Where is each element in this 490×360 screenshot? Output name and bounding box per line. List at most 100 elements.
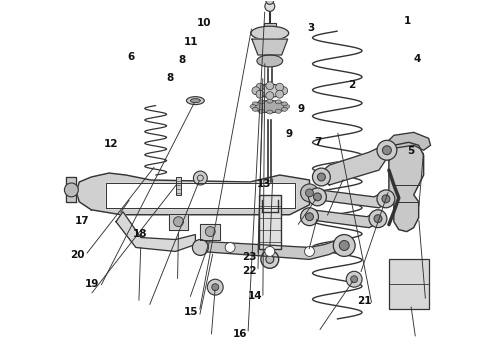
Polygon shape: [106, 183, 294, 208]
Ellipse shape: [253, 84, 287, 97]
Circle shape: [212, 284, 219, 291]
Circle shape: [306, 213, 314, 221]
Polygon shape: [384, 132, 431, 150]
Circle shape: [313, 168, 330, 186]
FancyBboxPatch shape: [264, 23, 276, 29]
Circle shape: [256, 83, 264, 91]
Polygon shape: [66, 177, 76, 202]
Circle shape: [318, 173, 325, 181]
Text: 23: 23: [243, 252, 257, 262]
Text: 12: 12: [104, 139, 119, 149]
Text: 11: 11: [184, 37, 199, 48]
Circle shape: [266, 82, 274, 90]
Text: 1: 1: [404, 16, 412, 26]
Ellipse shape: [250, 105, 256, 109]
Ellipse shape: [258, 100, 264, 104]
Ellipse shape: [257, 55, 283, 67]
Circle shape: [339, 240, 349, 251]
Circle shape: [276, 90, 284, 98]
Ellipse shape: [252, 100, 288, 113]
Circle shape: [261, 251, 279, 268]
FancyBboxPatch shape: [389, 260, 429, 309]
Circle shape: [266, 92, 274, 100]
Circle shape: [225, 243, 235, 252]
Circle shape: [333, 235, 355, 256]
Polygon shape: [116, 212, 196, 251]
Circle shape: [265, 247, 275, 256]
Ellipse shape: [267, 99, 273, 103]
Text: 10: 10: [196, 18, 211, 28]
Text: 21: 21: [357, 296, 371, 306]
Ellipse shape: [267, 110, 273, 114]
Ellipse shape: [187, 96, 204, 105]
Text: 9: 9: [297, 104, 304, 113]
Ellipse shape: [252, 102, 258, 106]
Polygon shape: [200, 224, 220, 239]
Polygon shape: [389, 142, 424, 231]
Circle shape: [377, 140, 397, 160]
Text: 8: 8: [178, 55, 185, 65]
Ellipse shape: [275, 100, 281, 104]
Circle shape: [300, 208, 318, 226]
Text: 4: 4: [414, 54, 421, 64]
Polygon shape: [200, 239, 344, 260]
Text: 3: 3: [307, 23, 314, 33]
Circle shape: [374, 215, 382, 223]
Circle shape: [252, 87, 260, 95]
Circle shape: [346, 271, 362, 287]
Polygon shape: [252, 39, 288, 55]
Circle shape: [306, 189, 314, 197]
Polygon shape: [318, 190, 389, 208]
Text: 14: 14: [247, 291, 262, 301]
Circle shape: [194, 171, 207, 185]
Ellipse shape: [281, 102, 288, 106]
Ellipse shape: [191, 99, 200, 103]
Circle shape: [64, 183, 78, 197]
Circle shape: [266, 255, 274, 264]
Text: 17: 17: [75, 216, 90, 226]
Text: 2: 2: [348, 80, 356, 90]
Ellipse shape: [284, 105, 290, 109]
Circle shape: [314, 193, 321, 201]
Circle shape: [265, 1, 275, 11]
Circle shape: [193, 239, 208, 255]
Text: 13: 13: [257, 179, 271, 189]
Polygon shape: [169, 214, 189, 230]
Text: 19: 19: [85, 279, 99, 289]
Text: 6: 6: [127, 52, 134, 62]
Ellipse shape: [281, 107, 288, 111]
Ellipse shape: [251, 26, 289, 40]
Ellipse shape: [275, 109, 281, 113]
Text: 20: 20: [70, 250, 84, 260]
Circle shape: [256, 90, 264, 98]
Ellipse shape: [252, 107, 258, 111]
Text: 16: 16: [233, 329, 247, 339]
Circle shape: [280, 87, 288, 95]
Polygon shape: [318, 145, 389, 185]
Circle shape: [309, 188, 326, 206]
FancyBboxPatch shape: [175, 177, 181, 195]
Text: 15: 15: [184, 307, 199, 317]
Circle shape: [266, 0, 274, 4]
Circle shape: [276, 83, 284, 91]
Ellipse shape: [258, 109, 264, 113]
Polygon shape: [76, 173, 310, 215]
Text: 8: 8: [166, 73, 173, 83]
Polygon shape: [310, 210, 381, 228]
Circle shape: [369, 210, 387, 228]
Circle shape: [377, 190, 395, 208]
Circle shape: [382, 146, 392, 155]
Circle shape: [173, 217, 183, 227]
Circle shape: [207, 279, 223, 295]
Circle shape: [382, 195, 390, 203]
Circle shape: [300, 184, 318, 202]
FancyBboxPatch shape: [259, 195, 281, 249]
Text: 9: 9: [285, 129, 293, 139]
Text: 7: 7: [314, 138, 321, 148]
Text: 22: 22: [243, 266, 257, 276]
Circle shape: [351, 276, 358, 283]
Circle shape: [205, 227, 215, 237]
Circle shape: [305, 247, 315, 256]
Text: 5: 5: [407, 147, 414, 157]
Text: 18: 18: [133, 229, 147, 239]
